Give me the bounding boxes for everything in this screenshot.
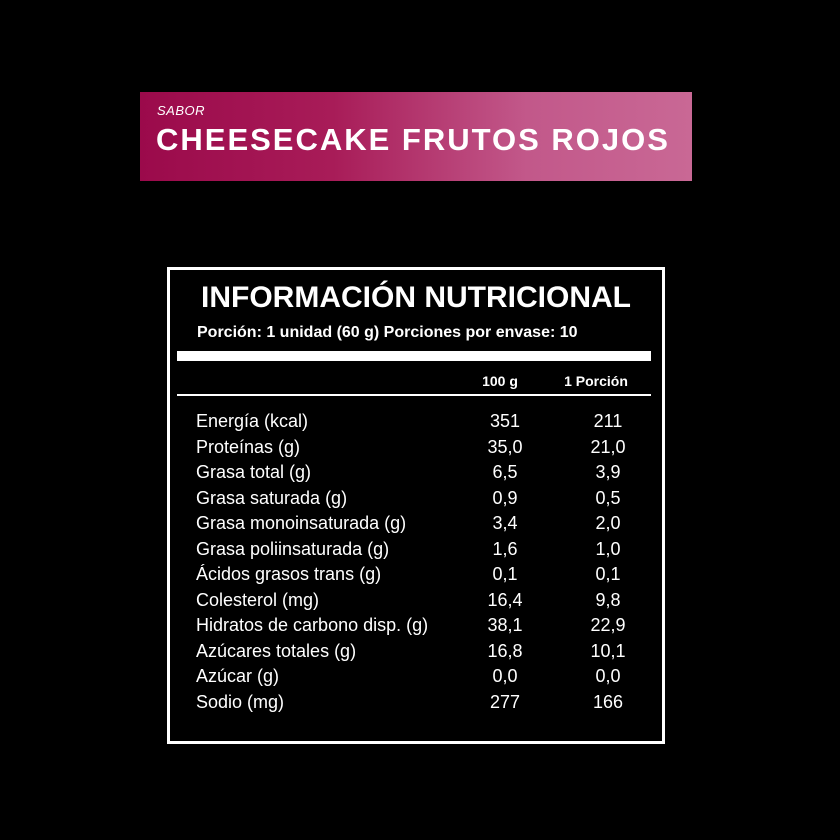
value-per-100g: 0,9 <box>492 487 518 508</box>
nutrient-label: Ácidos grasos trans (g) <box>196 564 382 584</box>
nutrient-label: Proteínas (g) <box>196 436 301 457</box>
value-per-100g: 0,1 <box>492 564 518 584</box>
value-per-100g: 6,5 <box>492 462 518 482</box>
nutrient-label: Hidratos de carbono disp. (g) <box>196 615 429 635</box>
nutrient-label: Colesterol (mg) <box>196 589 320 610</box>
value-per-100g: 0,0 <box>492 666 518 686</box>
table-row: Azúcar (g) 0,0 0,0 <box>170 666 662 692</box>
value-per-serving: 10,1 <box>590 640 626 661</box>
value-per-serving: 3,9 <box>595 462 621 482</box>
divider-thick <box>177 351 651 361</box>
value-per-100g: 38,1 <box>487 615 523 635</box>
table-row: Azúcares totales (g) 16,8 10,1 <box>170 641 662 667</box>
table-title: INFORMACIÓN NUTRICIONAL <box>201 281 631 314</box>
value-per-100g: 351 <box>489 411 521 431</box>
nutrient-label: Azúcares totales (g) <box>196 640 357 661</box>
value-per-100g: 1,6 <box>492 538 518 559</box>
value-per-100g: 277 <box>489 691 521 712</box>
nutrient-rows: Energía (kcal) 351 211 Proteínas (g) 35,0 21,… <box>170 411 662 717</box>
nutrient-label: Azúcar (g) <box>196 666 280 686</box>
nutrient-label: Grasa poliinsaturada (g) <box>196 538 390 559</box>
value-per-serving: 0,0 <box>595 666 621 686</box>
value-per-serving: 22,9 <box>590 615 626 635</box>
nutrition-table: INFORMACIÓN NUTRICIONAL Porción: 1 unida… <box>167 267 665 744</box>
table-row: Grasa saturada (g) 0,9 0,5 <box>170 488 662 514</box>
table-row: Grasa total (g) 6,5 3,9 <box>170 462 662 488</box>
value-per-100g: 16,8 <box>487 640 523 661</box>
divider-thin <box>177 394 651 396</box>
table-row: Colesterol (mg) 16,4 9,8 <box>170 590 662 616</box>
value-per-serving: 211 <box>593 411 623 431</box>
value-per-serving: 0,1 <box>595 564 621 584</box>
table-row: Energía (kcal) 351 211 <box>170 411 662 437</box>
value-per-serving: 2,0 <box>595 513 621 533</box>
flavor-label: SABOR <box>157 103 206 118</box>
value-per-100g: 3,4 <box>492 513 518 533</box>
table-row: Sodio (mg) 277 166 <box>170 692 662 718</box>
value-per-100g: 35,0 <box>487 436 523 457</box>
value-per-100g: 16,4 <box>487 589 523 610</box>
nutrient-label: Energía (kcal) <box>196 411 309 431</box>
value-per-serving: 1,0 <box>595 538 621 559</box>
nutrient-label: Grasa monoinsaturada (g) <box>196 513 407 533</box>
table-row: Hidratos de carbono disp. (g) 38,1 22,9 <box>170 615 662 641</box>
value-per-serving: 21,0 <box>590 436 626 457</box>
value-per-serving: 0,5 <box>595 487 621 508</box>
table-row: Proteínas (g) 35,0 21,0 <box>170 437 662 463</box>
header-per-100g: 100 g <box>482 373 518 389</box>
table-row: Ácidos grasos trans (g) 0,1 0,1 <box>170 564 662 590</box>
value-per-serving: 166 <box>592 691 624 712</box>
header-per-serving: 1 Porción <box>564 373 628 389</box>
flavor-name: CHEESECAKE FRUTOS ROJOS <box>156 122 670 157</box>
serving-info: Porción: 1 unidad (60 g) Porciones por e… <box>197 324 578 341</box>
nutrient-label: Grasa total (g) <box>196 462 312 482</box>
table-row: Grasa poliinsaturada (g) 1,6 1,0 <box>170 539 662 565</box>
nutrient-label: Sodio (mg) <box>196 691 285 712</box>
flavor-banner: SABOR CHEESECAKE FRUTOS ROJOS <box>140 92 692 181</box>
value-per-serving: 9,8 <box>595 589 621 610</box>
table-row: Grasa monoinsaturada (g) 3,4 2,0 <box>170 513 662 539</box>
nutrient-label: Grasa saturada (g) <box>196 487 348 508</box>
